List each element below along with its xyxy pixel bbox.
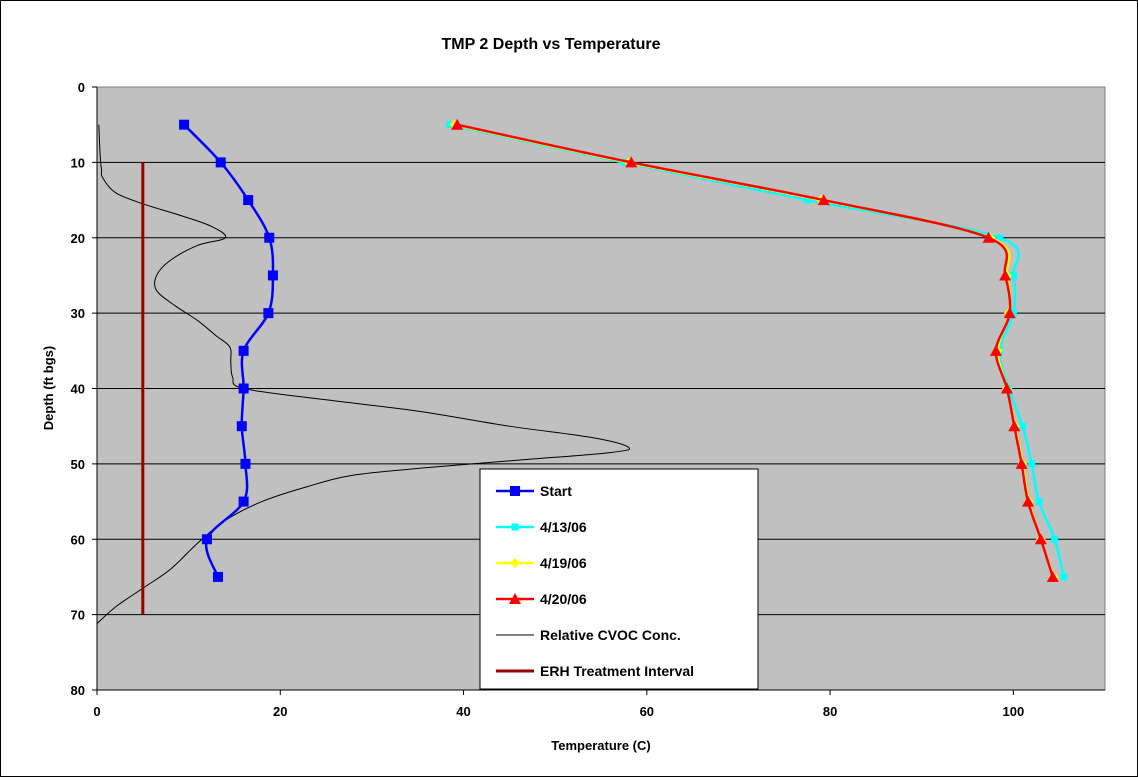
y-tick-label: 70 — [71, 608, 85, 623]
legend-label: ERH Treatment Interval — [540, 663, 694, 679]
legend-item-relative-cvoc-conc: Relative CVOC Conc. — [496, 627, 681, 643]
data-point-4-20-06 — [989, 344, 1002, 356]
data-point-4-20-06 — [1008, 420, 1021, 432]
data-point-start — [212, 571, 223, 582]
data-point-4-20-06 — [625, 156, 638, 168]
y-tick-label: 10 — [71, 155, 85, 170]
data-point-4-20-06 — [1015, 457, 1028, 469]
series-start — [179, 119, 278, 582]
x-tick-label: 60 — [640, 704, 654, 719]
chart-title: TMP 2 Depth vs Temperature — [441, 36, 660, 53]
data-point-4-20-06 — [1003, 307, 1016, 319]
x-tick-label: 0 — [93, 704, 100, 719]
data-point-start — [215, 157, 226, 168]
series-line-relative-cvoc-conc — [96, 124, 630, 625]
legend-box — [479, 468, 759, 690]
data-point-4-13-06 — [1060, 573, 1068, 581]
data-point-start — [201, 534, 212, 545]
data-point-start — [240, 458, 251, 469]
y-tick-label: 60 — [71, 532, 85, 547]
legend-label: 4/20/06 — [540, 591, 587, 607]
data-point-start — [238, 496, 249, 507]
legend-marker — [511, 523, 519, 531]
data-point-start — [179, 119, 190, 130]
x-axis-label: Temperature (C) — [551, 738, 650, 753]
data-point-4-20-06 — [999, 269, 1012, 281]
y-axis-label: Depth (ft bgs) — [41, 346, 56, 430]
x-tick-label: 80 — [823, 704, 837, 719]
series-4-20-06 — [451, 118, 1059, 582]
legend: Start 4/13/06 4/19/06 4/20/06 Relative CVOC … — [479, 468, 759, 690]
x-tick-label: 40 — [456, 704, 470, 719]
data-point-start — [263, 308, 274, 319]
data-point-start — [238, 383, 249, 394]
y-tick-label: 40 — [71, 382, 85, 397]
series-relative-cvoc-conc — [96, 124, 630, 625]
data-point-4-20-06 — [1022, 495, 1035, 507]
legend-marker — [509, 593, 521, 604]
y-tick-label: 80 — [71, 683, 85, 698]
legend-label: Relative CVOC Conc. — [540, 627, 681, 643]
data-point-4-20-06 — [451, 118, 464, 130]
data-point-4-20-06 — [1034, 533, 1047, 545]
data-point-4-20-06 — [1046, 570, 1059, 582]
legend-marker — [510, 558, 520, 568]
legend-item-4-20-06: 4/20/06 — [496, 591, 587, 607]
x-tick-label: 100 — [1003, 704, 1025, 719]
data-point-start — [238, 345, 249, 356]
y-tick-label: 0 — [78, 80, 85, 95]
x-tick-label: 20 — [273, 704, 287, 719]
y-tick-label: 50 — [71, 457, 85, 472]
data-point-4-13-06 — [1051, 535, 1059, 543]
legend-marker — [510, 486, 520, 496]
data-point-4-20-06 — [982, 231, 995, 243]
legend-item-4-19-06: 4/19/06 — [496, 555, 587, 571]
data-point-start — [264, 232, 275, 243]
data-point-start — [236, 421, 247, 432]
data-point-4-13-06 — [1028, 460, 1036, 468]
data-point-start — [243, 195, 254, 206]
data-point-4-13-06 — [1019, 422, 1027, 430]
y-tick-label: 20 — [71, 231, 85, 246]
data-point-4-20-06 — [817, 194, 830, 206]
data-point-4-13-06 — [1009, 271, 1017, 279]
legend-label: 4/13/06 — [540, 519, 587, 535]
legend-label: Start — [540, 483, 572, 499]
legend-label: 4/19/06 — [540, 555, 587, 571]
data-point-4-13-06 — [1035, 498, 1043, 506]
legend-item-start: Start — [496, 483, 572, 499]
data-point-4-20-06 — [1000, 382, 1013, 394]
data-point-4-13-06 — [803, 196, 811, 204]
y-tick-label: 30 — [71, 306, 85, 321]
legend-item-erh-treatment-interval: ERH Treatment Interval — [496, 663, 694, 679]
data-point-start — [267, 270, 278, 281]
legend-item-4-13-06: 4/13/06 — [496, 519, 587, 535]
data-point-4-13-06 — [996, 234, 1004, 242]
